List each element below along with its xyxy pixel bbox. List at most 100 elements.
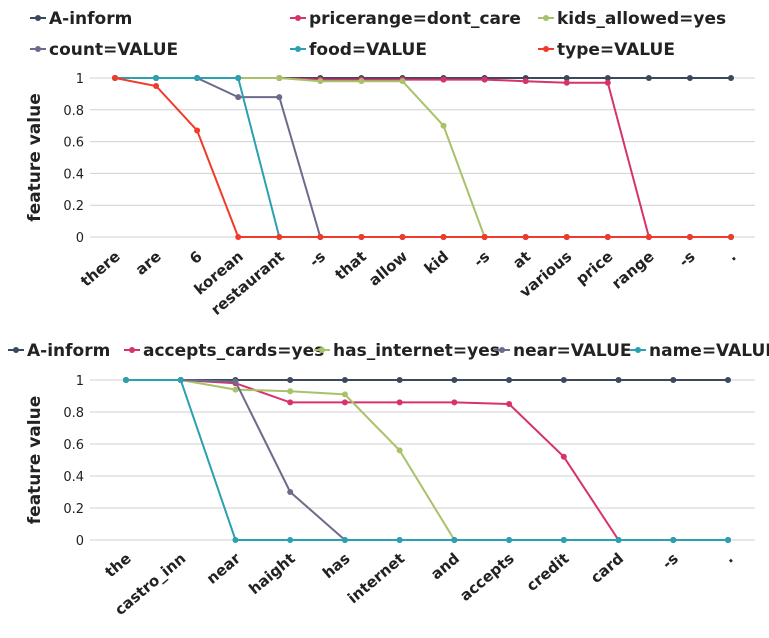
data-point <box>481 234 488 240</box>
data-point <box>440 122 447 129</box>
legend-label: has_internet=yes <box>333 341 500 361</box>
data-point <box>287 489 294 495</box>
data-point <box>399 234 406 240</box>
data-point <box>396 377 403 383</box>
series-line <box>126 379 728 541</box>
data-point <box>604 79 611 86</box>
x-tick-label: kid <box>421 247 452 277</box>
legend-swatch-marker <box>13 347 19 353</box>
data-point <box>235 94 242 101</box>
x-tick-label: there <box>77 247 123 290</box>
data-point <box>341 377 348 383</box>
legend-item: pricerange=dont_care <box>290 9 521 29</box>
data-point <box>560 537 567 543</box>
legend-swatch-marker <box>635 347 641 353</box>
data-point <box>287 537 294 543</box>
data-point <box>563 75 570 81</box>
x-tick-label: allow <box>365 247 411 290</box>
y-tick-label: 0.8 <box>63 406 84 421</box>
data-point <box>276 75 283 81</box>
legend-item: name=VALUE <box>630 341 769 361</box>
series-1 <box>123 377 731 543</box>
data-point <box>645 75 652 81</box>
data-point <box>522 78 529 85</box>
data-point <box>604 234 611 240</box>
x-tick-label: 6 <box>186 247 206 267</box>
legend-swatch-marker <box>319 347 325 353</box>
legend-swatch-marker <box>499 347 505 353</box>
legend-swatch-marker <box>295 46 301 52</box>
legend-item: A-inform <box>8 341 110 361</box>
data-point <box>194 127 201 134</box>
x-tick-label: has <box>319 549 353 582</box>
series-1 <box>112 75 734 240</box>
data-point <box>560 377 567 383</box>
data-point <box>728 75 734 81</box>
y-tick-label: 0.4 <box>63 167 84 182</box>
legend-item: food=VALUE <box>290 40 427 60</box>
legend-label: accepts_cards=yes <box>143 341 324 361</box>
y-axis-title: feature value <box>25 93 45 221</box>
data-point <box>287 388 294 395</box>
x-tick-label: accepts <box>456 549 517 605</box>
legend-item: type=VALUE <box>538 40 675 60</box>
data-point <box>563 234 570 240</box>
data-point <box>341 537 348 543</box>
legend-item: count=VALUE <box>30 40 178 60</box>
data-point <box>396 447 403 454</box>
x-tick-label: internet <box>344 549 408 607</box>
data-point <box>725 537 731 543</box>
y-tick-label: 0.4 <box>63 470 84 485</box>
data-point <box>177 377 184 383</box>
y-tick-label: 0 <box>76 534 84 549</box>
x-tick-label: are <box>132 247 165 279</box>
data-point <box>317 234 324 240</box>
data-point <box>153 82 160 89</box>
data-point <box>563 79 570 86</box>
series-line <box>114 77 731 238</box>
data-point <box>276 94 283 101</box>
data-point <box>615 537 622 543</box>
legend-label: type=VALUE <box>557 40 675 60</box>
legend-label: A-inform <box>27 341 110 361</box>
legend-item: accepts_cards=yes <box>124 341 324 361</box>
data-point <box>232 386 239 393</box>
data-point <box>440 234 447 240</box>
y-tick-label: 0.6 <box>63 136 84 151</box>
y-tick-label: 1 <box>76 374 84 389</box>
data-point <box>153 75 160 81</box>
data-point <box>728 234 734 240</box>
data-point <box>232 537 239 543</box>
data-point <box>481 76 488 83</box>
legend-swatch-marker <box>129 347 135 353</box>
y-tick-label: 1 <box>76 72 84 87</box>
x-tick-label: at <box>509 247 534 272</box>
series-2 <box>112 75 734 240</box>
series-4 <box>112 75 734 240</box>
legend-label: A-inform <box>49 9 132 29</box>
legend-label: count=VALUE <box>49 40 178 60</box>
x-tick-label: and <box>427 549 463 583</box>
data-point <box>396 537 403 543</box>
data-point <box>123 377 129 383</box>
y-tick-label: 0.6 <box>63 438 84 453</box>
x-tick-label: -s <box>470 247 493 271</box>
data-point <box>287 399 294 406</box>
data-point <box>440 76 447 83</box>
data-point <box>341 399 348 406</box>
x-tick-label: . <box>724 247 740 264</box>
y-tick-label: 0.2 <box>63 502 84 517</box>
x-tick-label: credit <box>523 549 573 595</box>
data-point <box>276 234 283 240</box>
legend-swatch-marker <box>543 46 549 52</box>
series-line <box>126 379 728 541</box>
x-tick-label: that <box>331 247 370 283</box>
data-point <box>235 234 242 240</box>
data-point <box>686 234 693 240</box>
x-tick-label: -s <box>675 247 698 271</box>
data-point <box>112 75 118 81</box>
y-tick-label: 0 <box>76 231 84 246</box>
data-point <box>396 399 403 406</box>
data-point <box>615 377 622 383</box>
data-point <box>506 537 513 543</box>
